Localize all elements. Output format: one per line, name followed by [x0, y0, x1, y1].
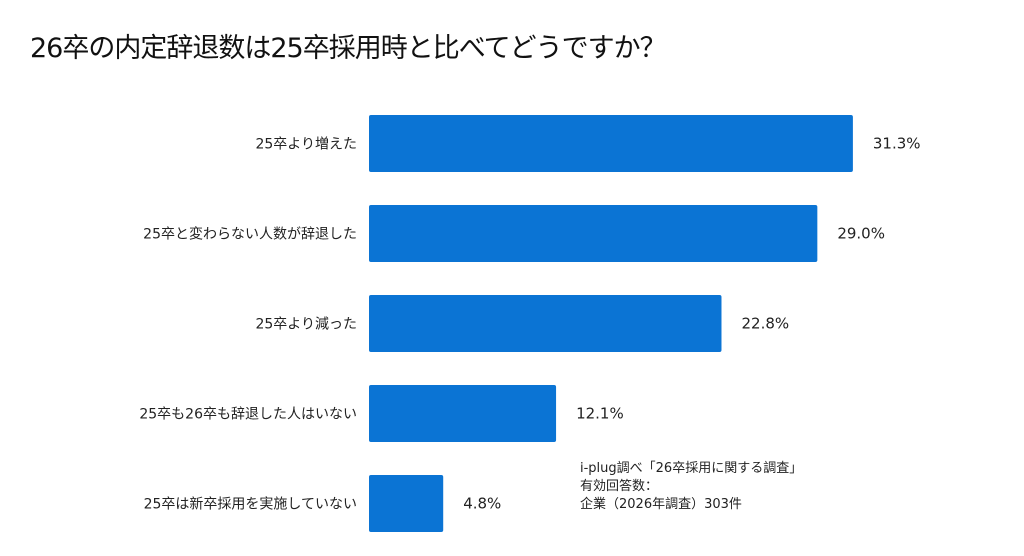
category-label: 25卒より減った — [255, 316, 357, 333]
bar — [369, 115, 853, 172]
bar — [369, 475, 444, 532]
source-note-line: 有効回答数： — [580, 479, 659, 494]
source-note: i-plug調べ「26卒採用に関する調査」 有効回答数： 企業（2026年調査）… — [580, 460, 802, 514]
category-label: 25卒も26卒も辞退した人はいない — [139, 407, 357, 423]
value-label: 12.1% — [576, 405, 624, 423]
bar — [369, 295, 722, 352]
category-label: 25卒は新卒採用を実施していない — [144, 497, 357, 513]
category-label: 25卒より増えた — [255, 137, 357, 153]
chart-title: 26卒の内定辞退数は25卒採用時と比べてどうですか？ — [30, 33, 667, 64]
value-label: 4.8% — [463, 495, 501, 513]
bar — [369, 385, 557, 442]
category-label: 25卒と変わらない人数が辞退した — [143, 226, 357, 243]
source-note-line: 企業（2026年調査）303件 — [580, 497, 742, 512]
bar — [369, 205, 818, 262]
value-label: 31.3% — [873, 135, 921, 153]
value-label: 22.8% — [741, 315, 789, 333]
value-label: 29.0% — [837, 225, 885, 243]
source-note-line: i-plug調べ「26卒採用に関する調査」 — [580, 461, 803, 476]
